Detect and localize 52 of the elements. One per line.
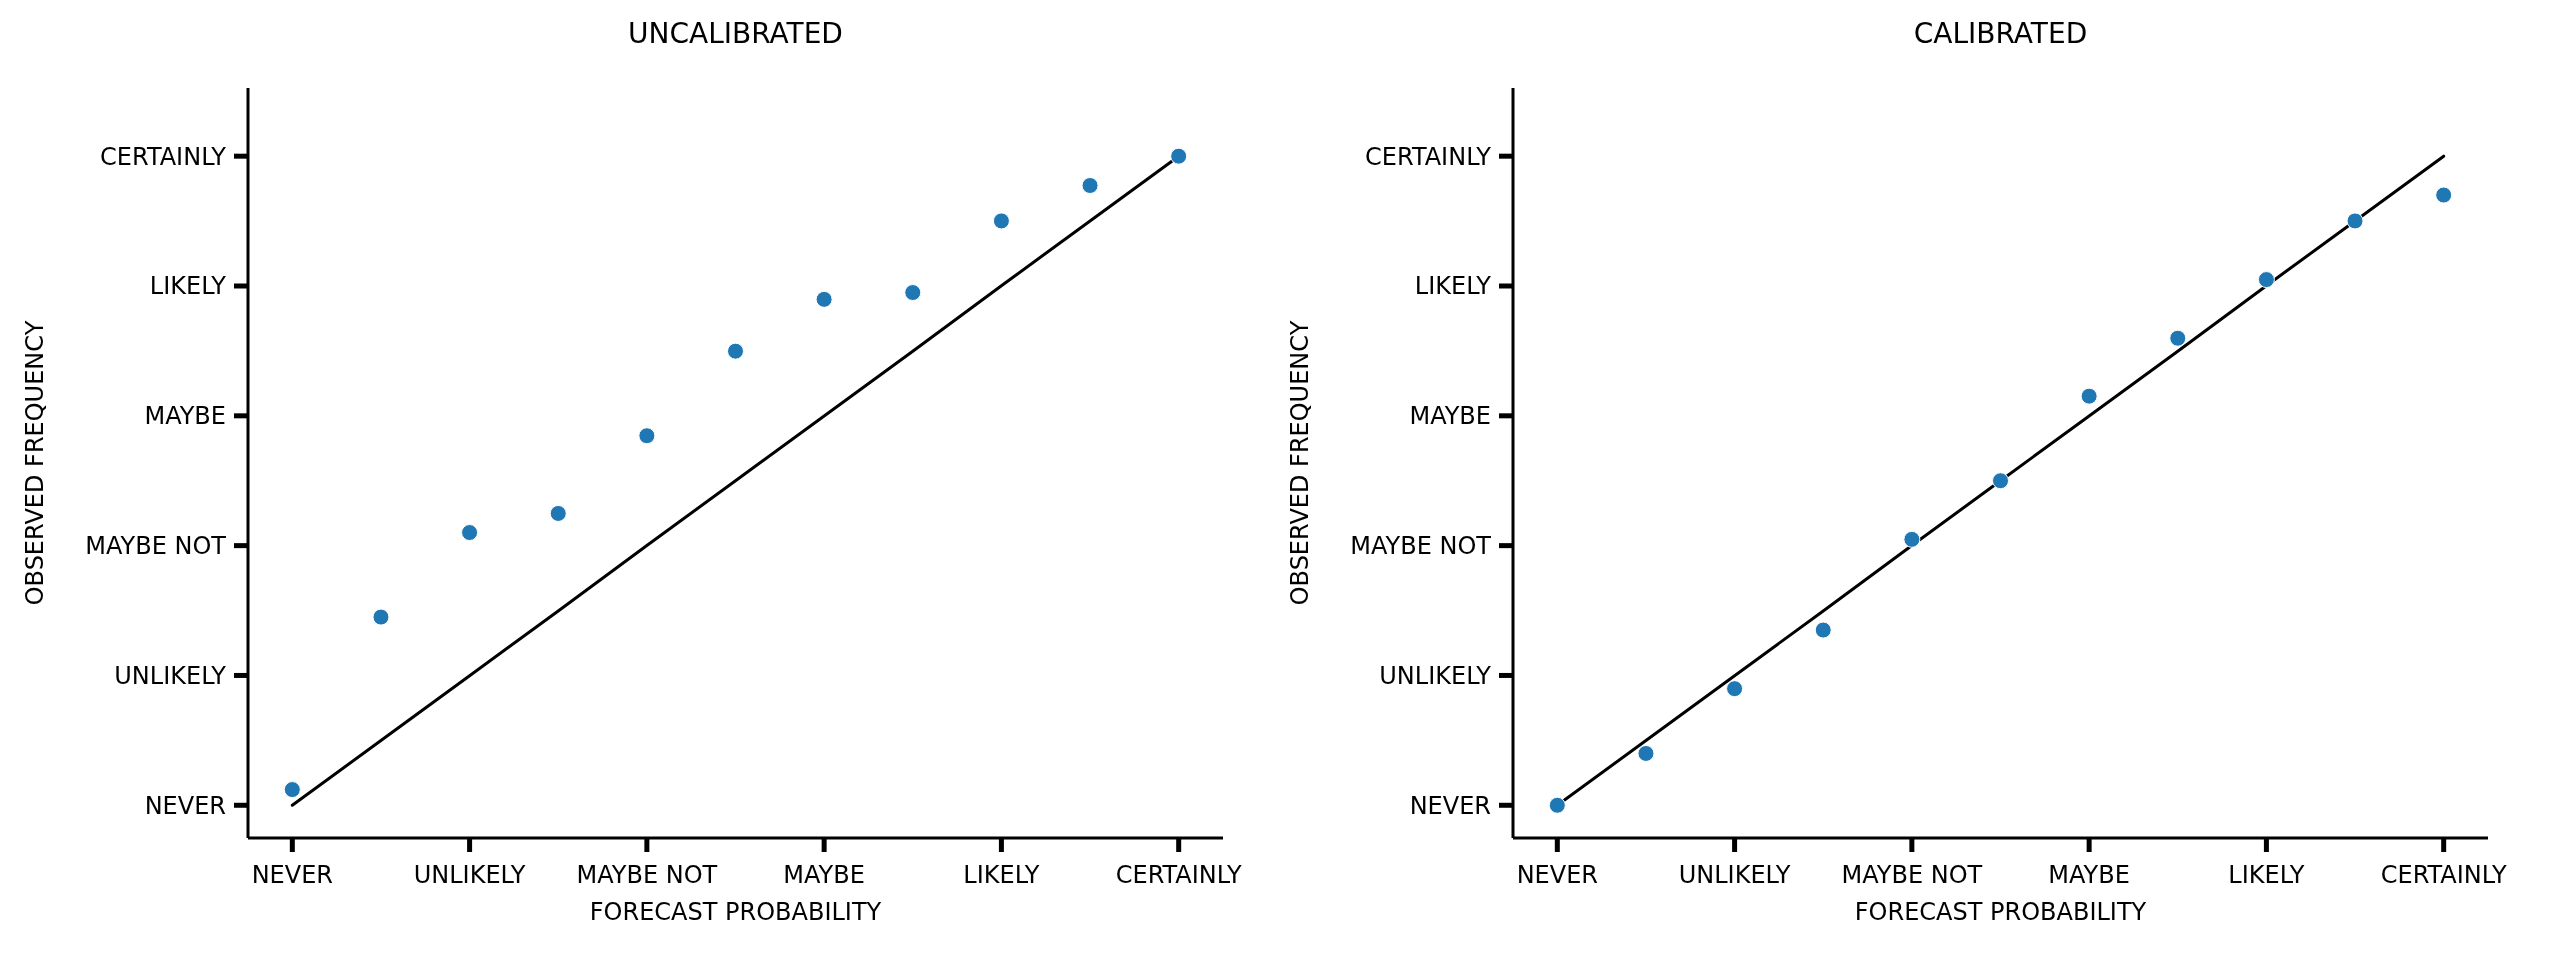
chart-title: UNCALIBRATED	[628, 17, 843, 50]
x-tick-label: NEVER	[1516, 861, 1599, 889]
point	[461, 524, 479, 542]
x-tick-label: MAYBE NOT	[576, 861, 718, 889]
point	[2346, 212, 2364, 230]
text: UNLIKELY	[114, 661, 227, 690]
point	[2435, 186, 2453, 204]
text: LIKELY	[149, 272, 227, 301]
x-tick-label: MAYBE	[783, 861, 865, 889]
x-tick-label: NEVER	[251, 861, 334, 889]
y-axis-title: OBSERVED FREQUENCY	[1286, 320, 1314, 606]
point	[549, 504, 567, 522]
chart-title: CALIBRATED	[1913, 17, 2088, 50]
text: CERTAINLY	[100, 142, 227, 171]
text: MAYBE NOT	[85, 532, 227, 561]
text: CERTAINLY	[1365, 142, 1492, 171]
x-tick-label: CERTAINLY	[1115, 861, 1242, 889]
point	[372, 608, 390, 626]
point	[1814, 621, 1832, 639]
point	[1726, 680, 1744, 698]
text: NEVER	[144, 791, 226, 820]
x-axis-title: FORECAST PROBABILITY	[589, 898, 882, 926]
point	[727, 342, 744, 360]
point	[1992, 472, 2009, 490]
point	[904, 284, 922, 302]
point	[1081, 177, 1099, 194]
point	[1170, 147, 1188, 165]
x-tick-label: UNLIKELY	[1678, 861, 1791, 889]
point	[283, 781, 301, 799]
point	[992, 212, 1010, 230]
point	[2080, 387, 2098, 405]
text: MAYBE	[144, 402, 226, 431]
point	[1637, 744, 1655, 762]
text: NEVER	[1409, 791, 1491, 820]
text: UNLIKELY	[1379, 661, 1492, 690]
x-tick-label: MAYBE	[2048, 861, 2130, 889]
text: MAYBE NOT	[1350, 532, 1492, 561]
point	[815, 290, 833, 308]
x-tick-label: LIKELY	[2228, 861, 2305, 889]
point	[1903, 530, 1921, 548]
x-tick-label: LIKELY	[963, 861, 1040, 889]
x-tick-label: CERTAINLY	[2380, 861, 2507, 889]
x-axis-title: FORECAST PROBABILITY	[1854, 898, 2147, 926]
text: MAYBE	[1409, 402, 1491, 431]
point	[638, 427, 656, 445]
text: LIKELY	[1414, 272, 1492, 301]
x-tick-label: MAYBE NOT	[1841, 861, 1983, 889]
x-tick-label: UNLIKELY	[413, 861, 526, 889]
y-axis-title: OBSERVED FREQUENCY	[21, 320, 49, 606]
point	[2169, 329, 2187, 347]
point	[2257, 271, 2275, 289]
point	[1548, 796, 1566, 814]
